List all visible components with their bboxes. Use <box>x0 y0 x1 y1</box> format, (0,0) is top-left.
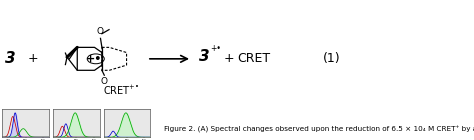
Text: Figure 2. (A) Spectral changes observed upon the reduction of 6.5 × 10₄ M CRET⁺ : Figure 2. (A) Spectral changes observed … <box>164 126 474 133</box>
Text: +: + <box>223 52 234 65</box>
Text: 3: 3 <box>199 49 209 64</box>
Text: 3: 3 <box>5 51 16 66</box>
Text: +•: +• <box>86 54 103 64</box>
Text: +: + <box>28 52 38 65</box>
Text: +•: +• <box>210 44 221 53</box>
Text: O: O <box>101 77 108 86</box>
Text: CRET: CRET <box>237 52 270 65</box>
Text: CRET$^{+•}$: CRET$^{+•}$ <box>103 84 139 97</box>
Text: (1): (1) <box>323 52 341 65</box>
Text: O: O <box>96 27 103 36</box>
